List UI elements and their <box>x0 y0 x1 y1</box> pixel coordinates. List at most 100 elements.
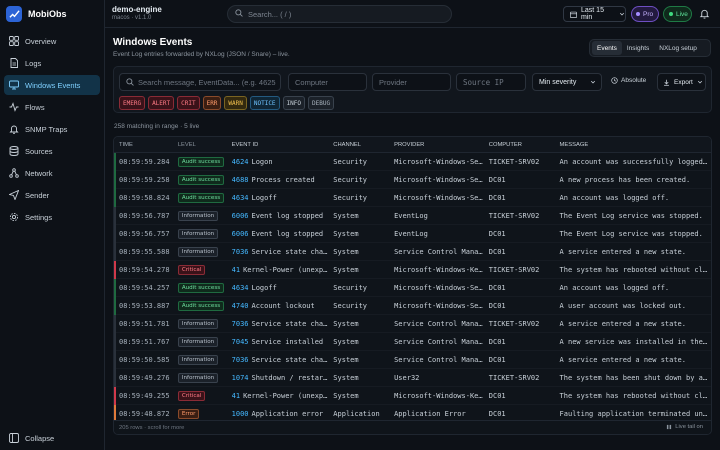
severity-chip-notice[interactable]: NOTICE <box>249 96 280 110</box>
table-row[interactable]: 08:59:54.257 Audit success 4634 Logoff Secur… <box>114 279 711 297</box>
cell-computer: DC01 <box>488 229 506 238</box>
provider-input[interactable]: Provider <box>372 73 451 91</box>
cell-event-id: 4740 Account lockout <box>227 302 329 310</box>
event-id: 4634 <box>231 193 249 202</box>
column-header-message[interactable]: MESSAGE <box>559 141 589 148</box>
column-header-provider[interactable]: PROVIDER <box>394 141 425 148</box>
event-id: 6006 <box>231 229 249 238</box>
sidebar-item-logs[interactable]: Logs <box>4 53 100 73</box>
tab-insights[interactable]: Insights <box>626 44 650 52</box>
severity-bar <box>114 369 116 387</box>
table-row[interactable]: 08:59:59.284 Audit success 4624 Logon Securi… <box>114 153 711 171</box>
event-name: Service installed <box>251 337 324 346</box>
min-severity-select[interactable]: Min severity <box>532 73 602 91</box>
table-row[interactable]: 08:59:58.824 Audit success 4634 Logoff Secur… <box>114 189 711 207</box>
level-badge: Information <box>177 354 219 365</box>
time-range-label: Last 15 min <box>581 7 604 21</box>
table-row[interactable]: 08:59:54.278 Critical 41 Kernel-Power (unex… <box>114 261 711 279</box>
brand[interactable]: MobiObs <box>0 0 104 28</box>
view-tabs: Events Insights NXLog setup <box>589 39 711 57</box>
event-name: Service state chan… <box>251 247 329 256</box>
tab-events[interactable]: Events <box>592 41 622 55</box>
table-row[interactable]: 08:59:55.588 Information 7036 Service state… <box>114 243 711 261</box>
column-header-level[interactable]: LEVEL <box>177 141 196 148</box>
computer-input[interactable]: Computer <box>288 73 367 91</box>
cell-level: Audit success <box>173 174 227 185</box>
level-badge: Audit success <box>177 282 225 293</box>
notifications-bell-icon[interactable] <box>699 8 711 20</box>
table-row[interactable]: 08:59:49.255 Critical 41 Kernel-Power (unex… <box>114 387 711 405</box>
table-row[interactable]: 08:59:51.781 Information 7036 Service state… <box>114 315 711 333</box>
column-header-computer[interactable]: COMPUTER <box>488 141 522 148</box>
event-name: Kernel-Power (unexpe… <box>243 391 329 400</box>
cell-time: 08:59:50.585 <box>119 355 170 364</box>
export-button[interactable]: Export <box>657 73 706 91</box>
table-row[interactable]: 08:59:51.767 Information 7045 Service insta… <box>114 333 711 351</box>
severity-chip-emerg[interactable]: EMERG <box>119 96 146 110</box>
cell-level: Error <box>173 408 227 419</box>
severity-chip-info[interactable]: INFO <box>282 96 306 110</box>
cell-time: 08:59:53.887 <box>119 301 170 310</box>
cell-time: 08:59:56.787 <box>119 211 170 220</box>
live-dot-icon <box>669 12 673 16</box>
database-icon <box>9 146 19 156</box>
severity-chip-crit[interactable]: CRIT <box>177 96 200 110</box>
global-search-input[interactable]: Search... ( / ) <box>227 5 452 23</box>
page-subtitle: Event Log entries forwarded by NXLog (JS… <box>113 51 290 58</box>
cell-event-id: 41 Kernel-Power (unexpe… <box>227 392 329 400</box>
table-row[interactable]: 08:59:53.887 Audit success 4740 Account loc… <box>114 297 711 315</box>
tab-nxlog-setup[interactable]: NXLog setup <box>659 44 697 52</box>
severity-chip-warn[interactable]: WARN <box>224 96 247 110</box>
send-icon <box>9 190 19 200</box>
table-row[interactable]: 08:59:49.276 Information 1074 Shutdown / re… <box>114 369 711 387</box>
cell-computer: TICKET-SRV02 <box>488 157 540 166</box>
table-row[interactable]: 08:59:50.585 Information 7036 Service state… <box>114 351 711 369</box>
live-tail-toggle[interactable]: Live tail on <box>666 424 703 430</box>
event-id: 7036 <box>231 355 249 364</box>
table-row[interactable]: 08:59:56.787 Information 6006 Event log sto… <box>114 207 711 225</box>
sidebar-item-settings[interactable]: Settings <box>4 207 100 227</box>
event-id: 4688 <box>231 175 249 184</box>
sidebar-item-sources[interactable]: Sources <box>4 141 100 161</box>
message-search-input[interactable]: Search message, EventData... (e.g. 4625 <box>119 73 281 91</box>
cell-computer: DC01 <box>488 283 506 292</box>
collapse-button[interactable]: Collapse <box>4 429 100 447</box>
sidebar-item-sender[interactable]: Sender <box>4 185 100 205</box>
absolute-label: Absolute <box>621 77 647 84</box>
cell-message: A new service was installed in the s… <box>559 337 712 346</box>
column-header-time[interactable]: TIME <box>119 141 133 148</box>
sidebar-item-flows[interactable]: Flows <box>4 97 100 117</box>
severity-bar <box>114 207 116 225</box>
time-range-button[interactable]: Last 15 min <box>563 6 626 22</box>
level-badge: Information <box>177 210 219 221</box>
cell-event-id: 6006 Event log stopped <box>227 230 329 238</box>
host-info: demo-engine macos · v1.1.0 <box>112 5 162 21</box>
live-badge[interactable]: Live <box>663 6 692 22</box>
host-name: demo-engine <box>112 5 162 14</box>
cell-channel: System <box>333 355 359 364</box>
cell-time: 08:59:51.767 <box>119 337 170 346</box>
column-header-channel[interactable]: CHANNEL <box>333 141 361 148</box>
cell-level: Audit success <box>173 300 227 311</box>
table-row[interactable]: 08:59:59.258 Audit success 4688 Process cre… <box>114 171 711 189</box>
pro-badge[interactable]: Pro <box>631 6 659 22</box>
sidebar-item-network[interactable]: Network <box>4 163 100 183</box>
sidebar-item-snmp-traps[interactable]: SNMP Traps <box>4 119 100 139</box>
pro-dot-icon <box>636 12 640 16</box>
absolute-toggle[interactable]: Absolute <box>611 77 646 84</box>
table-body: 08:59:59.284 Audit success 4624 Logon Securi… <box>114 153 711 423</box>
cell-event-id: 1074 Shutdown / restart… <box>227 374 329 382</box>
sidebar-item-overview[interactable]: Overview <box>4 31 100 51</box>
cell-computer: DC01 <box>488 247 506 256</box>
cell-message: A service entered a new state. <box>559 319 686 328</box>
sidebar-item-windows-events[interactable]: Windows Events <box>4 75 100 95</box>
severity-chip-debug[interactable]: DEBUG <box>308 96 335 110</box>
cell-event-id: 4634 Logoff <box>227 194 329 202</box>
event-id: 1000 <box>231 409 249 418</box>
source-ip-input[interactable]: Source IP <box>456 73 526 91</box>
cell-channel: Security <box>333 157 368 166</box>
severity-chip-err[interactable]: ERR <box>202 96 222 110</box>
table-row[interactable]: 08:59:56.757 Information 6006 Event log sto… <box>114 225 711 243</box>
severity-chip-alert[interactable]: ALERT <box>148 96 175 110</box>
column-header-event-id[interactable]: EVENT ID <box>231 141 259 148</box>
